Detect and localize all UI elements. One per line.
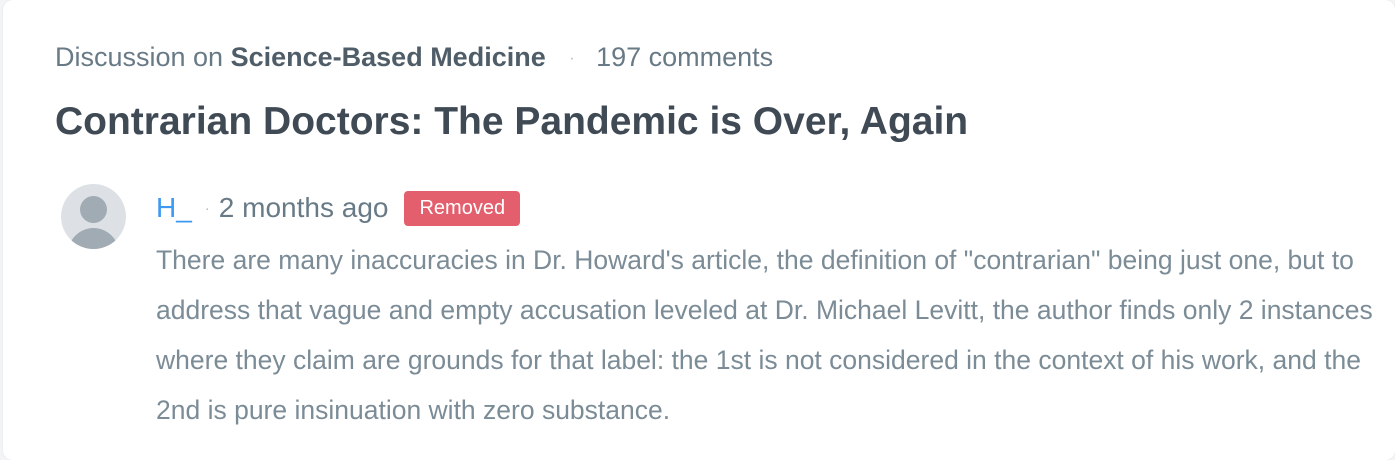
site-name-link[interactable]: Science-Based Medicine <box>230 42 546 72</box>
comment-separator: · <box>204 199 210 217</box>
meta-separator: · <box>569 49 575 67</box>
comment-header: H_ · 2 months ago Removed <box>156 190 521 226</box>
article-title[interactable]: Contrarian Doctors: The Pandemic is Over… <box>55 100 969 143</box>
avatar-body-shape <box>68 228 119 249</box>
comment-timestamp-link[interactable]: 2 months ago <box>218 192 389 223</box>
discussion-prefix: Discussion on <box>55 42 224 72</box>
discussion-meta: Discussion on Science-Based Medicine · 1… <box>55 42 773 73</box>
user-avatar-icon[interactable] <box>61 184 126 249</box>
avatar-head-shape <box>80 196 107 223</box>
comment-count-link[interactable]: 197 comments <box>596 42 774 72</box>
removed-badge: Removed <box>404 190 521 226</box>
comment-body-text: There are many inaccuracies in Dr. Howar… <box>156 245 1373 425</box>
discussion-card: Discussion on Science-Based Medicine · 1… <box>3 0 1395 460</box>
comment-author-link[interactable]: H_ <box>156 192 192 223</box>
